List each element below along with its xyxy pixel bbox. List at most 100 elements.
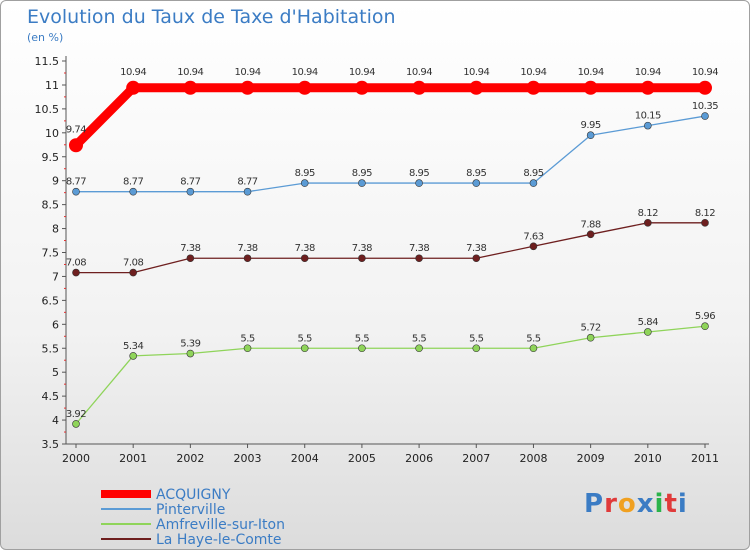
series-line (75, 325, 706, 425)
logo-letter: t (664, 489, 678, 519)
data-label: 5.84 (638, 317, 658, 328)
series-acquigny: 9.74 10.94 10.94 10.94 10.94 10.94 10.94 10.94 1… (66, 67, 719, 153)
data-point (358, 179, 366, 187)
data-label: 5.5 (469, 333, 484, 344)
logo-letter: i (677, 489, 688, 519)
data-point (472, 254, 481, 263)
x-tick-label: 2011 (691, 452, 719, 465)
data-point (300, 179, 309, 187)
data-point (472, 344, 481, 353)
data-label: 10.35 (692, 101, 718, 112)
data-label: 10.94 (520, 67, 546, 78)
legend-item: Amfreville-sur-Iton (101, 517, 285, 533)
y-tick-label: 6 (52, 318, 59, 331)
data-label: 10.94 (692, 67, 718, 78)
y-tick-label: 10.5 (35, 103, 60, 116)
data-label: 5.39 (180, 339, 200, 350)
data-point (69, 138, 83, 153)
data-label: 8.77 (180, 177, 200, 188)
data-point (243, 344, 252, 353)
data-point (412, 80, 427, 95)
series-layer: 9.74 10.94 10.94 10.94 10.94 10.94 10.94 10.94 1… (66, 67, 719, 428)
series-line (76, 222, 705, 274)
logo-letter: o (617, 489, 637, 519)
chart-title: Evolution du Taux de Taxe d'Habitation (27, 6, 396, 28)
series-line (76, 115, 706, 193)
y-tick-label: 5 (52, 366, 59, 379)
data-label: 7.63 (523, 231, 543, 242)
data-label: 3.92 (66, 409, 86, 420)
data-point (72, 187, 80, 196)
data-point (186, 187, 195, 196)
x-tick-label: 2010 (634, 452, 662, 465)
data-point (358, 344, 366, 353)
y-tick-label: 4 (52, 414, 59, 427)
data-label: 5.5 (526, 333, 541, 344)
data-label: 7.38 (466, 243, 486, 254)
data-point (529, 242, 538, 251)
legend-label: Amfreville-sur-Iton (156, 517, 285, 533)
series-la-haye-le-comte: 7.08 7.08 7.38 7.38 7.38 7.38 7.38 7.38 7.63 7.88… (66, 208, 716, 277)
chart-axes: 3.5 4 4.5 5 5.5 6 6.5 7 7.5 8 8.5 9 9.5 10 10.5 11 11.5 2… (35, 55, 720, 465)
data-label: 7.08 (66, 258, 86, 269)
y-tick-label: 8 (52, 223, 59, 236)
data-point (644, 121, 652, 130)
legend-label: La Haye-le-Comte (156, 532, 282, 548)
y-tick-label: 4.5 (42, 390, 60, 403)
legend-item: Pinterville (101, 502, 225, 518)
x-tick-label: 2002 (176, 452, 204, 465)
chart-unit-label: (en %) (27, 31, 64, 44)
legend-item: La Haye-le-Comte (101, 532, 282, 548)
data-point (300, 254, 309, 263)
data-point (300, 344, 309, 353)
data-label: 10.94 (578, 67, 604, 78)
data-label: 8.95 (409, 168, 429, 179)
data-label: 5.34 (123, 341, 143, 352)
data-point (698, 80, 712, 95)
y-tick-label: 7.5 (42, 247, 60, 260)
data-label: 8.95 (295, 168, 315, 179)
data-point (529, 344, 538, 353)
legend-item: ACQUIGNY (101, 487, 231, 503)
legend-label: Pinterville (156, 502, 225, 518)
data-label: 10.94 (234, 67, 260, 78)
data-point (644, 219, 652, 227)
data-label: 7.08 (123, 258, 143, 269)
data-label: 10.94 (463, 67, 489, 78)
data-label: 5.5 (412, 333, 427, 344)
data-label: 5.72 (581, 323, 601, 334)
data-point (183, 80, 198, 95)
data-label: 8.95 (352, 168, 372, 179)
series-pinterville: 8.77 8.77 8.77 8.77 8.95 8.95 8.95 8.95 8.95 9.95… (66, 101, 719, 196)
data-point (186, 349, 195, 358)
x-tick-label: 2000 (62, 452, 90, 465)
x-tick-label: 2006 (405, 452, 433, 465)
data-point (586, 333, 595, 342)
data-label: 8.77 (237, 177, 257, 188)
data-label: 9.74 (66, 124, 86, 135)
logo-letter: P (584, 489, 605, 519)
y-tick-label: 11 (45, 79, 59, 92)
data-point (526, 80, 541, 95)
data-label: 10.94 (177, 67, 203, 78)
data-point (529, 179, 538, 187)
y-tick-label: 8.5 (42, 199, 60, 212)
data-point (644, 328, 652, 336)
y-tick-label: 10 (45, 127, 59, 140)
data-point (640, 80, 655, 95)
data-point (469, 80, 484, 95)
data-label: 8.95 (523, 168, 543, 179)
data-point (240, 80, 255, 95)
logo-letter: r (604, 489, 618, 519)
data-point (415, 344, 423, 353)
data-point (297, 80, 312, 95)
data-label: 10.94 (120, 67, 146, 78)
x-tick-label: 2009 (577, 452, 605, 465)
data-point (583, 80, 598, 95)
data-point (415, 254, 423, 263)
y-tick-label: 9 (52, 175, 59, 188)
data-label: 10.94 (349, 67, 375, 78)
data-point (129, 187, 137, 196)
